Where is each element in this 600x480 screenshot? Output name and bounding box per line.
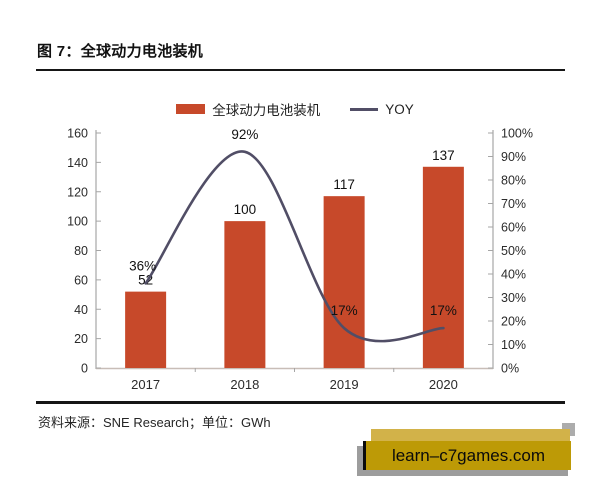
left-axis-tick-label: 0 <box>81 362 88 376</box>
x-category-label: 2020 <box>429 377 458 392</box>
right-axis-tick-label: 60% <box>501 221 526 235</box>
right-axis-tick-label: 30% <box>501 291 526 305</box>
left-axis-tick-label: 80 <box>74 244 88 258</box>
bar-series-swatch-icon <box>176 104 206 114</box>
left-axis-tick-label: 60 <box>74 273 88 287</box>
right-axis-tick-label: 50% <box>501 244 526 258</box>
left-axis-tick-label: 140 <box>67 156 88 170</box>
right-axis-tick-label: 10% <box>501 338 526 352</box>
yoy-point-label: 17% <box>331 303 358 318</box>
bar-2017 <box>125 291 167 368</box>
figure-title: 图 7：全球动力电池装机 <box>37 43 204 60</box>
watermark-top-strip <box>371 429 570 442</box>
bar-value-label: 100 <box>234 202 257 217</box>
x-category-label: 2017 <box>131 377 160 392</box>
legend-item-line: YOY <box>350 102 414 117</box>
right-axis-tick-label: 90% <box>501 150 526 164</box>
yoy-line <box>144 150 445 343</box>
footer-divider <box>36 401 565 404</box>
left-axis-tick-label: 100 <box>67 215 88 229</box>
left-axis-tick-label: 160 <box>67 127 88 141</box>
bar-value-label: 137 <box>432 148 455 163</box>
source-note: 资料来源：SNE Research；单位：GWh <box>38 415 271 430</box>
right-axis-tick-label: 0% <box>501 362 519 376</box>
right-axis-tick-label: 40% <box>501 268 526 282</box>
bar-value-label: 117 <box>333 177 355 192</box>
right-axis-tick-label: 20% <box>501 315 526 329</box>
left-axis-tick-label: 120 <box>67 185 88 199</box>
yoy-point-label: 92% <box>231 127 258 142</box>
legend-line-label: YOY <box>385 101 414 117</box>
title-divider <box>36 69 565 71</box>
x-category-label: 2018 <box>230 377 259 392</box>
bar-2019 <box>323 196 365 368</box>
x-category-label: 2019 <box>330 377 359 392</box>
right-axis-tick-label: 70% <box>501 197 526 211</box>
line-series-swatch-icon <box>350 107 379 111</box>
watermark-text: learn–c7games.com <box>391 446 546 465</box>
right-axis-tick-label: 100% <box>501 127 533 141</box>
right-axis-tick-label: 80% <box>501 174 526 188</box>
watermark-banner: learn–c7games.com <box>363 441 571 470</box>
legend-bar-label: 全球动力电池装机 <box>212 103 321 118</box>
yoy-point-label: 17% <box>430 303 457 318</box>
left-axis-tick-label: 40 <box>74 303 88 317</box>
left-axis-tick-label: 20 <box>74 332 88 346</box>
legend-item-bar: 全球动力电池装机 <box>176 99 320 119</box>
chart-legend: 全球动力电池装机 YOY <box>96 99 494 119</box>
bar-2020 <box>422 166 464 368</box>
yoy-point-label: 36% <box>129 258 156 273</box>
bar-2018 <box>224 221 266 368</box>
